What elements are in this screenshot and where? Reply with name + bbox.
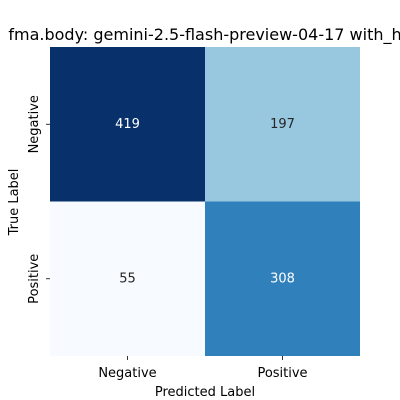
heatmap-cell — [205, 201, 360, 356]
heatmap-cell — [50, 201, 205, 356]
heatmap-cell-label: 419 — [115, 117, 140, 132]
heatmap-cell-label: 197 — [270, 117, 295, 132]
heatmap-cell-labels: 419 197 55 308 — [115, 117, 295, 287]
heatmap-cells — [50, 47, 360, 356]
y-tick-label: Negative — [27, 95, 42, 153]
x-tick-label: Positive — [257, 366, 307, 381]
x-axis-label: Predicted Label — [155, 385, 255, 400]
y-tick-label: Positive — [27, 254, 42, 304]
heatmap-cell — [50, 47, 205, 202]
chart-title: fma.body: gemini-2.5-flash-preview-04-17… — [8, 25, 400, 45]
heatmap-cell-label: 55 — [119, 271, 136, 286]
y-axis-label: True Label — [7, 169, 22, 237]
x-axis-ticks: Negative Positive — [98, 356, 308, 381]
heatmap-cell-label: 308 — [270, 271, 295, 286]
heatmap-cell — [205, 47, 360, 202]
y-axis-ticks: Negative Positive — [27, 95, 50, 304]
x-tick-label: Negative — [98, 366, 156, 381]
